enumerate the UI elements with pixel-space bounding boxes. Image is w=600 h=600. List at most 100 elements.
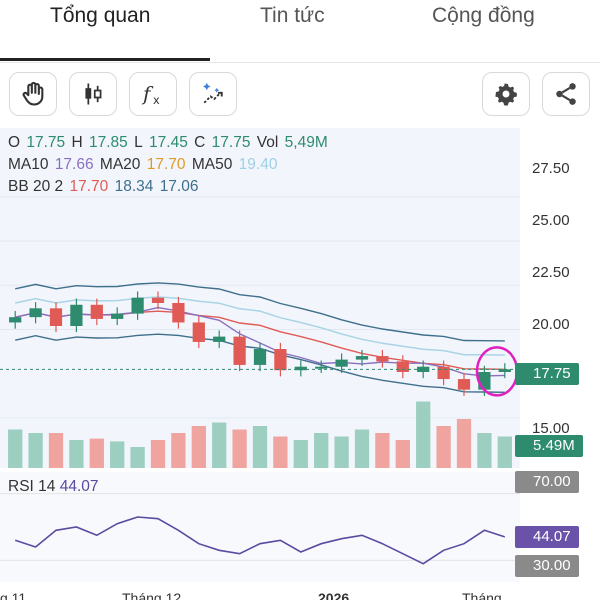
tab-community[interactable]: Cộng đồng	[432, 4, 535, 27]
time-axis-label: g 11	[0, 590, 27, 600]
open-value: 17.75	[26, 134, 66, 151]
candle-body	[294, 366, 307, 371]
volume-bar	[252, 426, 268, 468]
last-price-tag: 17.75	[515, 363, 579, 385]
volume-bar	[171, 433, 186, 468]
rsi-legend: RSI 14 44.07	[8, 478, 99, 496]
close-value: 17.75	[211, 134, 251, 151]
volume-bar	[456, 419, 472, 468]
volume-bar	[436, 426, 451, 468]
rsi-chart	[0, 493, 520, 565]
price-chart-area[interactable]	[0, 128, 520, 468]
volume-bar	[110, 441, 125, 468]
bb-upper-line	[15, 282, 505, 342]
ma50-label: MA50	[191, 156, 233, 173]
candle-body	[478, 372, 491, 390]
volume-bar	[416, 401, 431, 468]
candle-body	[376, 356, 389, 362]
bb-legend: BB 20 2 17.70 18.34 17.06	[8, 178, 200, 196]
candle-body	[29, 308, 42, 318]
magic-wand-icon	[203, 82, 223, 104]
time-axis-label: 2026	[318, 590, 350, 600]
volume-bar	[314, 433, 329, 468]
volume-bar	[191, 426, 206, 468]
ma50-value: 19.40	[238, 156, 278, 173]
volume-bar	[354, 429, 370, 468]
rsi-pane[interactable]	[0, 472, 520, 582]
ma20-label: MA20	[99, 156, 141, 173]
candle-body	[253, 349, 267, 365]
volume-bar	[334, 436, 349, 468]
volume-bar	[28, 433, 43, 468]
hand-tool-button[interactable]	[9, 72, 57, 116]
price-axis-label: 27.50	[532, 160, 570, 177]
low-label: L	[134, 134, 143, 151]
indicators-button[interactable]: f x	[129, 72, 177, 116]
volume-bar	[477, 433, 492, 468]
candle-body	[172, 303, 185, 323]
bb-lower-value: 17.06	[159, 178, 199, 195]
ma20-value: 17.70	[146, 156, 186, 173]
rsi-line	[14, 516, 506, 565]
rsi-lower-tag: 30.00	[515, 555, 579, 577]
candle-body	[90, 304, 103, 319]
chart-type-button[interactable]	[69, 72, 117, 116]
candle-body	[396, 361, 409, 372]
volume-bar	[89, 438, 104, 468]
candle-body	[151, 297, 165, 303]
tab-bar: Tổng quan Tin tức Cộng đồng	[0, 0, 600, 63]
time-axis-label: Tháng 12	[122, 590, 182, 600]
hand-icon	[22, 81, 44, 106]
candle-body	[417, 366, 430, 372]
volume-tag: 5.49M	[515, 435, 583, 457]
time-axis: g 11 Tháng 12 2026 Tháng	[0, 588, 600, 600]
ma-legend: MA10 17.66 MA20 17.70 MA50 19.40	[8, 156, 279, 174]
settings-button[interactable]	[482, 72, 530, 116]
volume-bar	[130, 447, 145, 468]
ma10-value: 17.66	[54, 156, 94, 173]
chart-toolbar: f x	[0, 62, 600, 128]
candle-body	[233, 336, 246, 365]
bb-mid-value: 17.70	[69, 178, 109, 195]
volume-bar	[232, 429, 247, 468]
tab-news[interactable]: Tin tức	[260, 4, 325, 27]
candlestick-icon	[85, 83, 102, 105]
rsi-value: 44.07	[59, 478, 99, 495]
tab-overview[interactable]: Tổng quan	[50, 4, 151, 27]
volume-bar	[8, 429, 23, 468]
volume-bar	[69, 440, 84, 468]
time-axis-label: Tháng	[462, 590, 502, 600]
volume-bar	[395, 440, 410, 468]
candle-body	[9, 317, 22, 323]
candle-body	[213, 336, 226, 342]
rsi-upper-tag: 70.00	[515, 471, 579, 493]
candle-body	[131, 297, 144, 314]
candle-body	[274, 349, 287, 371]
share-icon	[556, 83, 576, 105]
candle-body	[498, 369, 511, 372]
price-chart	[0, 196, 520, 468]
share-button[interactable]	[542, 72, 590, 116]
volume-bar	[48, 433, 64, 468]
candle-body	[70, 304, 83, 326]
active-tab-indicator	[0, 58, 210, 61]
price-axis-label: 22.50	[532, 264, 570, 281]
candle-body	[49, 308, 63, 326]
rsi-value-tag: 44.07	[515, 526, 579, 548]
bb-upper-value: 18.34	[114, 178, 154, 195]
high-label: H	[71, 134, 83, 151]
low-value: 17.45	[149, 134, 188, 151]
candle-body	[111, 313, 124, 319]
ohlc-legend: O 17.75 H 17.85 L 17.45 C 17.75 Vol 5,49…	[8, 134, 330, 152]
candle-body	[355, 356, 369, 360]
price-axis-label: 20.00	[532, 316, 570, 333]
price-axis-label: 25.00	[532, 212, 570, 229]
candle-body	[335, 359, 348, 367]
volume-bar	[375, 433, 390, 468]
high-value: 17.85	[89, 134, 128, 151]
volume-bar	[150, 440, 166, 468]
close-label: C	[194, 134, 206, 151]
smart-tools-button[interactable]	[189, 72, 237, 116]
candle-body	[457, 379, 471, 390]
rsi-label: RSI 14	[8, 478, 56, 495]
